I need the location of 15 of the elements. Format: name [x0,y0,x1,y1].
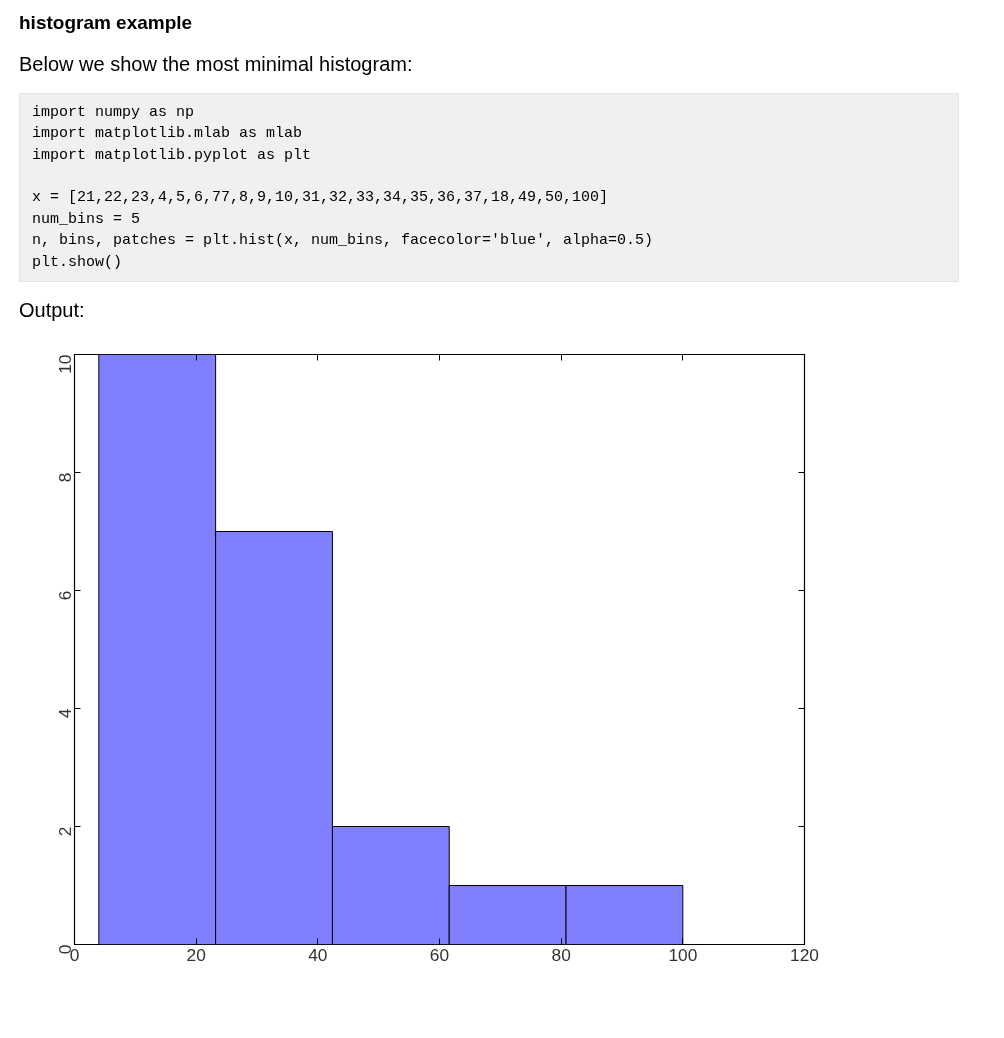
x-tick-label: 60 [429,944,450,965]
y-tick-label: 8 [54,472,75,482]
y-tick-label: 4 [54,707,75,718]
x-tick-label: 20 [186,944,206,965]
x-tick-label: 80 [551,944,571,965]
x-tick-label: 120 [790,944,819,965]
chart-subtitle: Below we show the most minimal histogram: [19,52,413,78]
x-tick-label: 40 [308,944,328,965]
y-tick-label: 2 [54,826,75,836]
y-tick-label: 10 [54,354,75,374]
y-tick-label: 6 [54,590,75,600]
text: import numpy as np import matplotlib.mlab as mlab import matplotlib.pyplot as plt x = [21,22,23,4,5,6,77,8,9,10,31,32,33,34,35,36,37,18,49,50,100] num_bins = 5 n, bins, patches = plt.hist(x, num_bins, facecolor='blue', alpha=0.5) plt.show() [32,103,654,271]
chart-title: histogram example [19,11,193,35]
text: Output: [19,298,85,324]
x-tick-label: 100 [668,944,698,965]
